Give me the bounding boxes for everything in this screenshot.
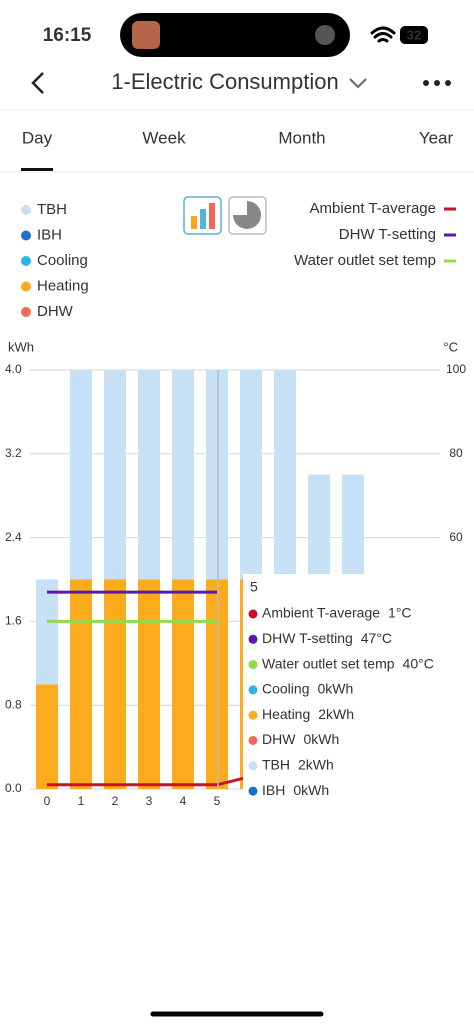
tooltip-value: 0kWh <box>317 681 353 697</box>
y2-axis-label: °C <box>443 339 458 354</box>
tooltip-swatch <box>248 736 258 745</box>
bar-segment <box>70 370 92 580</box>
x-tick-label: 2 <box>112 794 119 808</box>
tooltip-value: 2kWh <box>318 706 354 722</box>
y-tick-label: 1.6 <box>5 614 22 628</box>
legend-label: DHW T-setting <box>339 226 436 243</box>
x-tick-label: 5 <box>214 794 221 808</box>
tooltip-value: 47°C <box>361 630 392 646</box>
legend-swatch <box>21 281 31 292</box>
tab[interactable]: Month <box>278 128 325 147</box>
line-series <box>47 774 252 787</box>
legend-swatch <box>21 256 31 266</box>
tooltip-value: 0kWh <box>303 731 339 747</box>
legend-swatch <box>21 307 31 317</box>
x-tick-label: 1 <box>78 794 85 808</box>
bar-segment <box>138 370 160 580</box>
y-axis-label: kWh <box>8 339 34 354</box>
bar-segment <box>274 370 296 580</box>
y2-tick-label: 60 <box>449 530 463 544</box>
legend-label: Cooling <box>37 252 88 269</box>
bar-segment <box>138 579 160 789</box>
tooltip-label: DHW <box>262 731 296 747</box>
bar-segment <box>104 579 126 789</box>
bar-segment <box>70 579 92 789</box>
back-button[interactable] <box>31 72 44 94</box>
legend-label: IBH <box>37 226 62 243</box>
tooltip-swatch <box>248 786 258 796</box>
bar-segment <box>308 474 330 580</box>
bar-segment <box>172 579 194 789</box>
legend-label: Heating <box>37 277 89 294</box>
tab[interactable]: Day <box>22 128 53 147</box>
legend-swatch <box>21 230 31 241</box>
y-tick-label: 0.0 <box>5 781 22 795</box>
tooltip-value: 2kWh <box>298 757 334 773</box>
y2-tick-label: 100 <box>446 362 466 376</box>
bar-segment <box>206 370 228 580</box>
tooltip-label: DHW T-setting <box>262 630 353 646</box>
x-tick-label: 3 <box>146 794 153 808</box>
tooltip-swatch <box>248 634 258 644</box>
y-tick-label: 0.8 <box>5 697 22 711</box>
island-thumbnail <box>132 21 160 49</box>
bar-segment <box>240 370 262 580</box>
wifi-icon <box>370 26 396 43</box>
tooltip-title: 5 <box>250 579 258 595</box>
island-icon <box>315 25 335 45</box>
tooltip-value: 1°C <box>388 605 412 621</box>
tooltip-swatch <box>248 609 258 619</box>
tooltip-swatch <box>248 761 258 771</box>
bar-segment <box>36 684 58 789</box>
bar-segment <box>172 370 194 580</box>
tooltip-label: TBH <box>262 757 290 773</box>
bar-chart-button[interactable] <box>183 196 222 235</box>
tooltip-value: 40°C <box>403 655 434 671</box>
legend-label: DHW <box>37 303 74 320</box>
tooltip-box <box>243 574 474 808</box>
bar-segment <box>342 474 364 580</box>
tooltip-swatch <box>248 685 258 695</box>
bar-segment <box>206 579 228 789</box>
tab[interactable]: Year <box>419 128 454 147</box>
tooltip-value: 0kWh <box>293 782 329 798</box>
bar-segment <box>104 370 126 580</box>
status-time: 16:15 <box>43 25 92 46</box>
tab-indicator <box>21 168 53 171</box>
battery-level: 32 <box>407 27 421 42</box>
page-title[interactable]: 1-Electric Consumption <box>111 69 338 94</box>
legend-label: TBH <box>37 201 67 218</box>
tooltip-label: IBH <box>262 782 285 798</box>
x-tick-label: 4 <box>180 794 187 808</box>
x-tick-label: 0 <box>44 794 51 808</box>
y-tick-label: 4.0 <box>5 362 22 376</box>
pie-chart-button[interactable] <box>228 196 267 235</box>
legend-label: Water outlet set temp <box>294 252 436 269</box>
battery <box>400 26 428 44</box>
tab[interactable]: Week <box>142 128 186 147</box>
tooltip-swatch <box>248 710 258 720</box>
more-button[interactable] <box>423 80 451 86</box>
legend-swatch <box>21 205 31 215</box>
tooltip-label: Ambient T-average <box>262 605 380 621</box>
dynamic-island <box>120 13 350 57</box>
tooltip-swatch <box>248 660 258 670</box>
title-dropdown[interactable] <box>349 78 367 89</box>
bar-segment <box>36 579 58 685</box>
tooltip-label: Water outlet set temp <box>262 655 395 671</box>
y2-tick-label: 80 <box>449 446 463 460</box>
y-tick-label: 3.2 <box>5 446 22 460</box>
y-tick-label: 2.4 <box>5 530 22 544</box>
tooltip-label: Cooling <box>262 681 309 697</box>
legend-label: Ambient T-average <box>310 200 436 217</box>
tooltip-label: Heating <box>262 706 310 722</box>
